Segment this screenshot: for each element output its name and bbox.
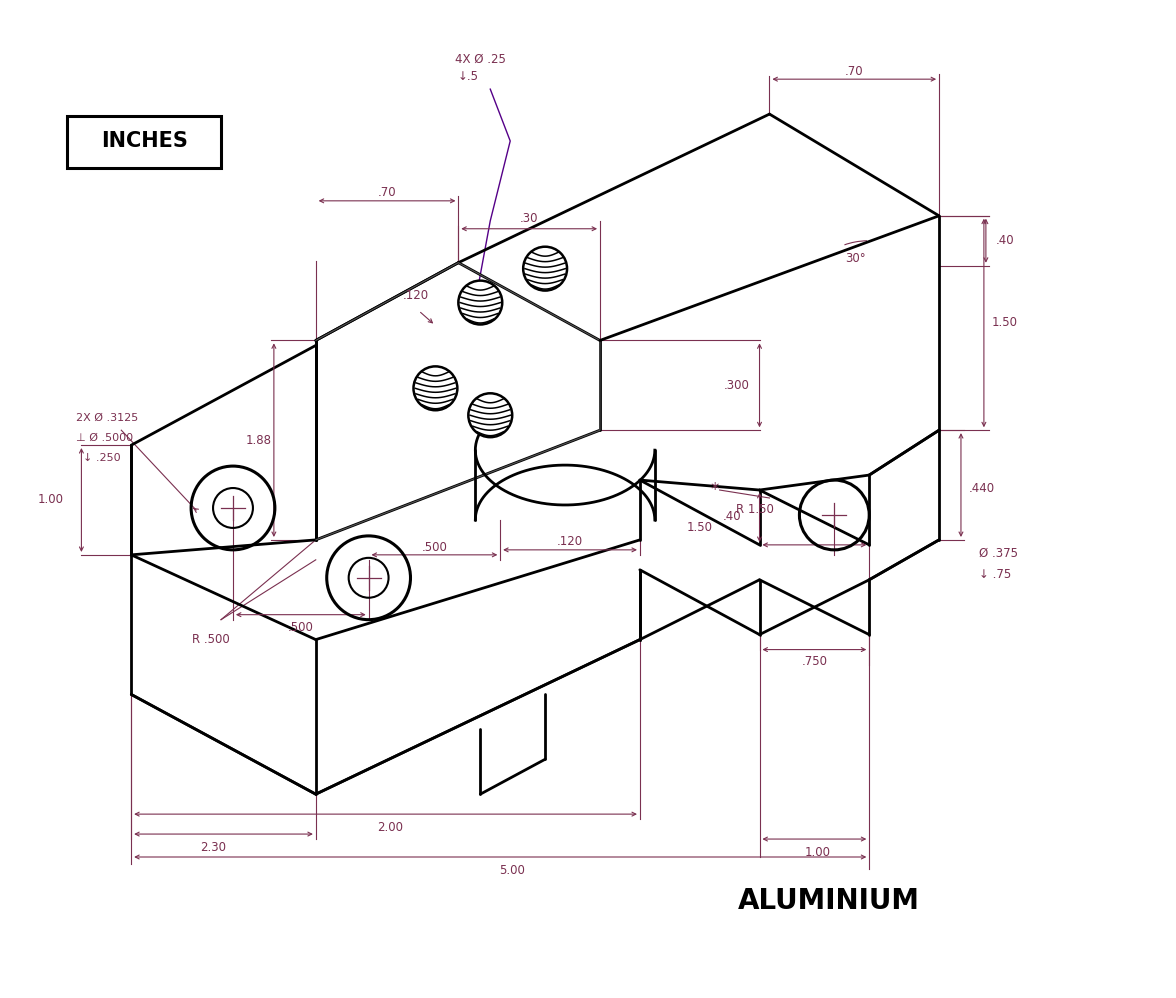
Circle shape <box>459 280 502 324</box>
Text: INCHES: INCHES <box>101 131 188 151</box>
Text: 2.30: 2.30 <box>200 840 226 853</box>
Text: 4X Ø .25: 4X Ø .25 <box>455 53 506 66</box>
Text: .70: .70 <box>379 187 396 200</box>
Text: .750: .750 <box>801 655 828 668</box>
Text: Ø .375: Ø .375 <box>978 546 1018 559</box>
Circle shape <box>468 393 513 437</box>
Text: 2X Ø .3125: 2X Ø .3125 <box>76 413 139 423</box>
Text: .70: .70 <box>844 65 863 78</box>
Text: 2.00: 2.00 <box>377 820 403 833</box>
Text: .500: .500 <box>421 541 447 554</box>
Text: .40: .40 <box>723 510 742 523</box>
Text: 30°: 30° <box>844 252 866 265</box>
Text: .120: .120 <box>402 289 428 302</box>
Text: ↓ .75: ↓ .75 <box>978 568 1011 581</box>
Text: .440: .440 <box>969 481 995 495</box>
Text: .300: .300 <box>723 379 749 392</box>
Text: 1.50: 1.50 <box>991 316 1018 329</box>
FancyBboxPatch shape <box>67 116 221 168</box>
Text: 1.00: 1.00 <box>38 493 64 507</box>
Text: .40: .40 <box>996 235 1015 248</box>
Text: .120: .120 <box>557 535 583 548</box>
Text: ALUMINIUM: ALUMINIUM <box>739 887 921 915</box>
Text: 1.50: 1.50 <box>687 521 713 534</box>
Text: .30: .30 <box>520 213 539 226</box>
Text: R 1.50: R 1.50 <box>736 503 774 517</box>
Text: 1.88: 1.88 <box>246 434 272 447</box>
Text: R .500: R .500 <box>192 633 230 646</box>
Text: *: * <box>710 481 719 499</box>
Text: ↓.5: ↓.5 <box>457 70 479 83</box>
Text: 5.00: 5.00 <box>500 864 526 877</box>
Circle shape <box>523 247 567 290</box>
Text: 1.00: 1.00 <box>804 845 830 858</box>
Text: ↓ .250: ↓ .250 <box>83 453 121 463</box>
Text: .500: .500 <box>288 621 314 634</box>
Circle shape <box>414 366 457 410</box>
Text: ⊥ Ø .5000: ⊥ Ø .5000 <box>76 433 134 443</box>
